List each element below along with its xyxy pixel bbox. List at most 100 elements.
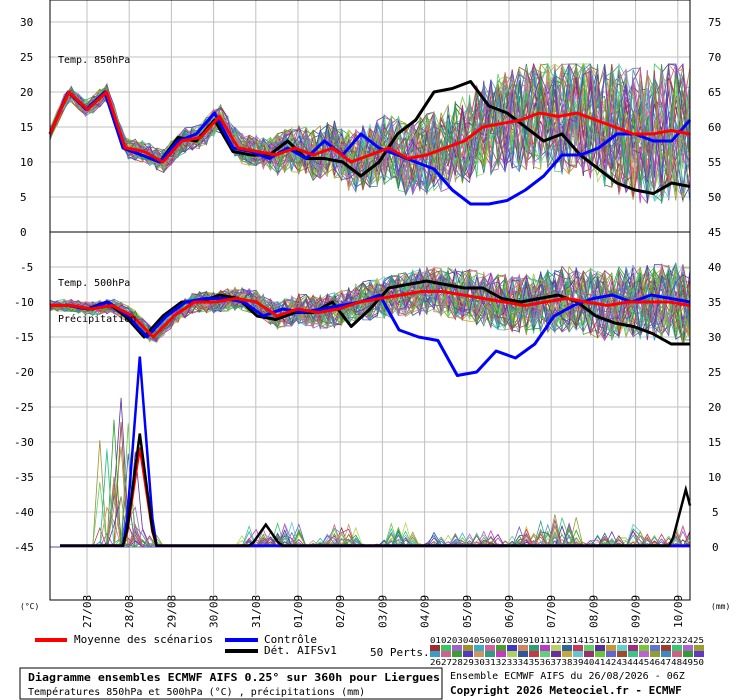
pert-swatch-13 [562, 645, 572, 651]
main-series [48, 80, 692, 547]
pert-swatch-32 [496, 651, 506, 657]
pert-850-45 [49, 63, 691, 191]
panel-frames [49, 0, 691, 601]
date-label: 07/09 [545, 595, 558, 628]
copyright: Copyright 2026 Meteociel.fr - ECMWF [450, 684, 682, 697]
pert-swatch-40 [584, 651, 594, 657]
legend-control: Contrôle [264, 633, 317, 646]
legend-det: Dét. AIFSv1 [264, 644, 337, 657]
pert-swatch-19 [628, 645, 638, 651]
pert-swatch-3 [452, 645, 462, 651]
pert-swatch-1 [430, 645, 440, 651]
perts-numbers-row1: 0102030405060708091011121314151617181920… [430, 636, 704, 645]
pert-swatch-23 [672, 645, 682, 651]
left-tick-850: 25 [20, 51, 33, 64]
date-label: 08/09 [587, 595, 600, 628]
pert-swatch-37 [551, 651, 561, 657]
series-500-d-t-aifsv1 [50, 279, 690, 346]
perts-numbers-row2: 2627282930313233343536373839404142434445… [430, 658, 704, 667]
pert-precip-44 [50, 450, 690, 548]
series-precip-2 [60, 433, 692, 547]
date-label: 06/09 [503, 595, 516, 628]
pert-swatch-33 [507, 651, 517, 657]
pert-swatch-35 [529, 651, 539, 657]
pert-swatch-2 [441, 645, 451, 651]
right-tick-precip: 25 [708, 366, 721, 379]
pert-swatch-44 [628, 651, 638, 657]
pert-swatch-30 [474, 651, 484, 657]
pert-swatch-39 [573, 651, 583, 657]
left-axis-unit: (°C) [20, 602, 39, 611]
pert-precip-18 [50, 448, 690, 548]
pert-swatch-38 [562, 651, 572, 657]
right-tick-precip: 5 [712, 506, 719, 519]
date-label: 01/09 [292, 595, 305, 628]
right-tick-precip: 30 [708, 331, 721, 344]
precip-label: Précipitation [58, 313, 136, 325]
pert-swatch-11 [540, 645, 550, 651]
pert-swatch-21 [650, 645, 660, 651]
pert-swatch-7 [496, 645, 506, 651]
pert-500-44 [49, 266, 691, 340]
left-tick-500: -35 [14, 471, 34, 484]
pert-swatch-6 [485, 645, 495, 651]
right-tick-850: 60 [708, 121, 721, 134]
pert-500-48 [49, 266, 691, 343]
series-850-contr-le [48, 90, 692, 206]
pert-swatch-15 [584, 645, 594, 651]
pert-swatch-28 [452, 651, 462, 657]
pert-swatch-18 [617, 645, 627, 651]
pert-swatch-48 [672, 651, 682, 657]
right-tick-precip: 15 [708, 436, 721, 449]
date-label: 31/08 [250, 595, 263, 628]
right-tick-850: 70 [708, 51, 721, 64]
left-tick-500: -45 [14, 541, 34, 554]
left-tick-850: 0 [20, 226, 27, 239]
pert-swatch-14 [573, 645, 583, 651]
left-tick-500: -5 [20, 261, 33, 274]
left-tick-500: -30 [14, 436, 34, 449]
perts-swatches [430, 645, 704, 657]
pert-swatch-46 [650, 651, 660, 657]
footer-box [19, 667, 443, 700]
date-label: 04/09 [419, 595, 432, 628]
legend: Moyenne des scénarios Contrôle Dét. AIFS… [35, 633, 704, 667]
run-info: Ensemble ECMWF AIFS du 26/08/2026 - 06Z [450, 671, 685, 682]
right-tick-850: 50 [708, 191, 721, 204]
left-tick-850: 10 [20, 156, 33, 169]
pert-850-46 [49, 65, 691, 201]
pert-swatch-41 [595, 651, 605, 657]
series-850-moyenne-des-sc-narios [48, 90, 691, 164]
footer-title: Diagramme ensembles ECMWF AIFS 0.25° sur… [28, 671, 440, 684]
pert-swatch-29 [463, 651, 473, 657]
series-precip-1 [60, 356, 690, 547]
pert-swatch-26 [430, 651, 440, 657]
pert-swatch-42 [606, 651, 616, 657]
legend-mean: Moyenne des scénarios [74, 633, 213, 646]
pert-850-49 [49, 73, 691, 202]
pert-swatch-31 [485, 651, 495, 657]
pert-850-44 [49, 62, 691, 187]
panel-label-500: Temp. 500hPa [58, 278, 130, 289]
pert-swatch-27 [441, 651, 451, 657]
right-tick-precip: 0 [712, 541, 719, 554]
left-tick-500: -40 [14, 506, 34, 519]
pert-swatch-12 [551, 645, 561, 651]
panel-label-850: Temp. 850hPa [58, 55, 130, 66]
left-tick-500: -10 [14, 296, 34, 309]
right-tick-precip: 35 [708, 296, 721, 309]
date-label: 09/09 [630, 595, 643, 628]
pert-swatch-5 [474, 645, 484, 651]
pert-swatch-43 [617, 651, 627, 657]
date-label: 10/09 [672, 595, 685, 628]
right-axis-unit: (mm) [711, 602, 730, 611]
pert-850-47 [49, 63, 691, 197]
pert-swatch-22 [661, 645, 671, 651]
right-tick-precip: 45 [708, 226, 721, 239]
pert-swatch-17 [606, 645, 616, 651]
date-label: 30/08 [208, 595, 221, 628]
date-label: 29/08 [165, 595, 178, 628]
right-tick-precip: 20 [708, 401, 721, 414]
pert-swatch-4 [463, 645, 473, 651]
